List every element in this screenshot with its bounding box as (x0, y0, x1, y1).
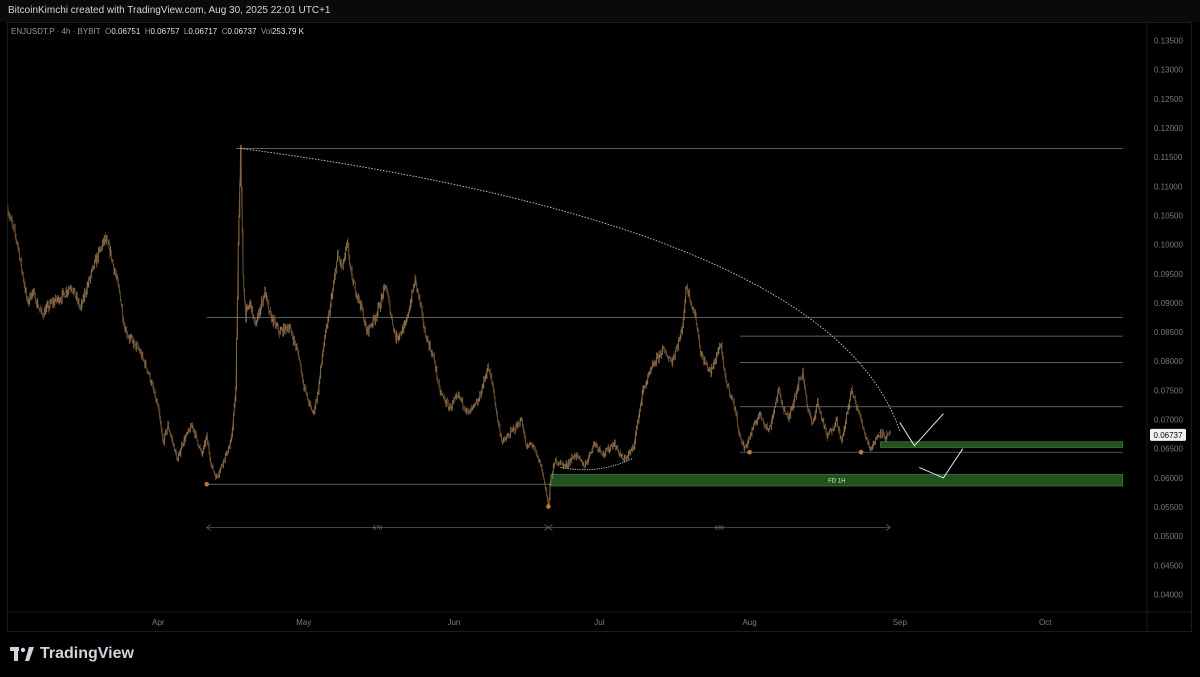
demand-zone (880, 441, 1124, 448)
y-tick-label: 0.08000 (1154, 357, 1183, 366)
descending-curve (240, 147, 901, 432)
pivot-marker (546, 504, 551, 509)
projection-path (899, 413, 944, 447)
y-tick-label: 0.12500 (1154, 95, 1183, 104)
pivot-marker (747, 449, 752, 455)
top-bar: BitcoinKimchi created with TradingView.c… (0, 0, 1200, 22)
x-tick-label: Aug (742, 618, 756, 627)
creator-credit: BitcoinKimchi created with TradingView.c… (8, 5, 331, 16)
y-tick-label: 0.10500 (1154, 211, 1183, 220)
close-label: C (221, 27, 228, 36)
low-value: 0.06717 (188, 27, 218, 36)
x-tick-label: May (296, 618, 311, 627)
y-tick-label: 0.04500 (1154, 561, 1183, 570)
price-line (7, 151, 891, 508)
candles (7, 144, 891, 508)
y-tick-label: 0.11500 (1154, 153, 1183, 162)
duration-arrow-left (547, 524, 553, 531)
x-tick-label: Apr (152, 618, 165, 627)
y-tick-label: 0.11000 (1154, 182, 1183, 191)
y-tick-label: 0.05500 (1154, 503, 1183, 512)
y-tick-label: 0.07000 (1154, 416, 1183, 425)
y-tick-label: 0.05000 (1154, 532, 1183, 541)
x-tick-label: Jun (447, 618, 460, 627)
high-label: H (144, 27, 151, 36)
chart-panel[interactable] (7, 22, 1192, 632)
pivot-marker (204, 481, 210, 487)
volume-label: Vol (260, 27, 272, 36)
zone-label: FD 1H (828, 479, 845, 485)
x-tick-label: Sep (893, 618, 908, 627)
brand-name: TradingView (40, 645, 134, 662)
y-tick-label: 0.09000 (1154, 299, 1183, 308)
pivot-marker (858, 449, 864, 455)
last-price-label: 0.06737 (1154, 431, 1183, 440)
y-tick-label: 0.07500 (1154, 386, 1183, 395)
brand[interactable]: TradingView (10, 645, 134, 663)
y-tick-label: 0.09500 (1154, 270, 1183, 279)
y-tick-label: 0.12000 (1154, 124, 1183, 133)
projection-path (919, 448, 964, 479)
x-tick-label: Jul (594, 618, 604, 627)
x-tick-label: Oct (1039, 618, 1052, 627)
duration-arrow-left (206, 524, 211, 531)
high-value: 0.06757 (150, 27, 180, 36)
rounded-bottom-curve (560, 457, 634, 471)
duration-label: 690 (715, 525, 724, 531)
open-label: O (105, 27, 112, 36)
y-tick-label: 0.08500 (1154, 328, 1183, 337)
open-value: 0.06751 (111, 27, 141, 36)
y-tick-label: 0.06000 (1154, 474, 1183, 483)
y-tick-label: 0.06500 (1154, 445, 1183, 454)
tradingview-logo-icon (10, 647, 34, 661)
y-tick-label: 0.10000 (1154, 241, 1183, 250)
y-tick-label: 0.13000 (1154, 66, 1183, 75)
close-value: 0.06737 (227, 27, 257, 36)
volume-value: 253.79 K (271, 27, 305, 36)
y-tick-label: 0.04000 (1154, 591, 1183, 600)
duration-arrow-right (885, 524, 891, 531)
y-tick-label: 0.13500 (1154, 36, 1183, 45)
symbol-label[interactable]: ENJUSDT.P · 4h · BYBIT (11, 27, 101, 36)
symbol-legend: ENJUSDT.P · 4h · BYBIT O0.06751 H0.06757… (11, 27, 304, 36)
low-label: L (183, 27, 189, 36)
duration-label: 670 (373, 525, 382, 531)
last-price-tag (1150, 428, 1186, 441)
